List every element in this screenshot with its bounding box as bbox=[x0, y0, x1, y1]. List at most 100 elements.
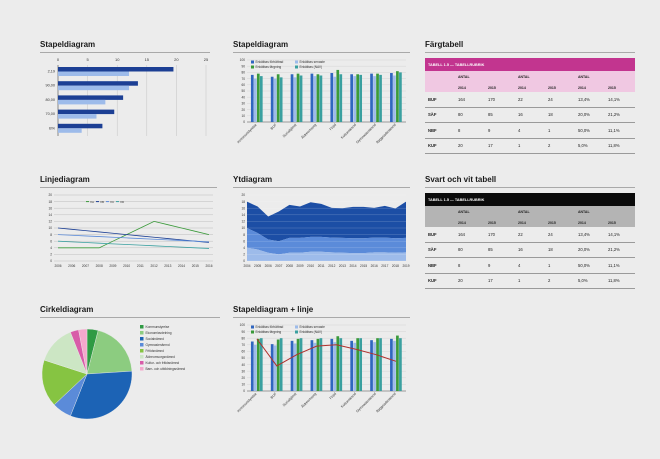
x-tick-label: 20 bbox=[174, 57, 179, 62]
y-tick-label: 90,00 bbox=[45, 84, 55, 88]
area-series bbox=[247, 201, 406, 242]
table-cell: 9 bbox=[485, 257, 515, 274]
y-tick-label: 80 bbox=[241, 336, 245, 340]
bar bbox=[58, 81, 138, 86]
legend-label: Kommunstyrelse bbox=[146, 325, 170, 329]
table-cell: 14,1% bbox=[605, 92, 635, 108]
y-tick-label: 8 bbox=[50, 233, 52, 237]
y-tick-label: 90 bbox=[241, 64, 245, 68]
y-tick-label: 18 bbox=[48, 200, 52, 204]
y-tick-label: 8 bbox=[243, 233, 245, 237]
bar bbox=[279, 77, 283, 122]
bar bbox=[350, 74, 354, 122]
bar bbox=[359, 74, 363, 122]
bar bbox=[256, 73, 260, 122]
y-tick-label: 0 bbox=[243, 389, 245, 393]
row-label: KUF bbox=[425, 273, 455, 289]
pie-chart: Kommunstyrelse Ekonomiavdelning Socialnämn… bbox=[41, 325, 185, 420]
bar bbox=[393, 340, 396, 391]
legend-label: Enkätbas (NAV) bbox=[300, 65, 323, 69]
bar bbox=[350, 340, 354, 391]
y-tick-label: 14 bbox=[241, 213, 245, 217]
table-banner: TABELL 1.5 — TABELLRUBRIK bbox=[425, 58, 635, 71]
table-cell: 9 bbox=[485, 122, 515, 139]
panel-title: Stapeldiagram + linje bbox=[233, 305, 314, 314]
y-tick-label: 0 bbox=[243, 259, 245, 263]
table-cell: 14,1% bbox=[605, 227, 635, 243]
legend-label: Fritidsnämnd bbox=[146, 349, 165, 353]
table-row: BUF 164 170 22 24 13,4% 14,1% bbox=[425, 227, 635, 243]
table-row: 2014 2015 2014 2015 2014 2015 bbox=[425, 83, 635, 92]
legend-swatch bbox=[140, 355, 144, 359]
table-cell: 4 bbox=[515, 257, 545, 274]
bar bbox=[359, 338, 363, 391]
x-tick-label: Kommunstyrelse bbox=[236, 392, 257, 413]
year-header: 2015 bbox=[545, 83, 575, 92]
group-header: ANTAL bbox=[575, 71, 635, 83]
table-cell: 11,1% bbox=[605, 257, 635, 274]
table-cell: 17 bbox=[485, 138, 515, 154]
bar bbox=[370, 73, 373, 122]
year-header: 2014 bbox=[575, 83, 605, 92]
table-row: NBF 8 9 4 1 50,0% 11,1% bbox=[425, 257, 635, 274]
panel-title: Ytdiagram bbox=[233, 175, 273, 184]
pie-slice bbox=[78, 328, 88, 375]
table-row: SÄF 80 85 16 18 20,0% 21,2% bbox=[425, 107, 635, 123]
legend-label: XB bbox=[100, 200, 104, 204]
year-header: 2015 bbox=[485, 83, 515, 92]
y-tick-label: 16 bbox=[48, 206, 52, 210]
table-cell: 24 bbox=[545, 92, 575, 108]
table-cell: 22 bbox=[515, 227, 545, 243]
bar bbox=[253, 344, 257, 391]
bar bbox=[370, 340, 373, 391]
x-tick-label: 2010 bbox=[123, 264, 130, 268]
title-rule bbox=[40, 187, 217, 188]
legend-label: Ekonomiavdelning bbox=[146, 331, 172, 335]
row-label: BUF bbox=[425, 227, 455, 243]
area-series bbox=[247, 247, 406, 261]
bar bbox=[270, 76, 274, 122]
row-label: NBF bbox=[425, 122, 455, 139]
bar bbox=[276, 74, 280, 122]
bar bbox=[373, 76, 376, 122]
bar bbox=[273, 345, 277, 391]
table-cell: 170 bbox=[485, 92, 515, 108]
table-cell: 85 bbox=[485, 107, 515, 123]
bar bbox=[250, 74, 254, 122]
bw-table: TABELL 1.5 — TABELLRUBRIK ANTAL ANTAL ANTAL… bbox=[425, 193, 635, 289]
table-cell: 5,0% bbox=[575, 273, 605, 289]
year-header: 2014 bbox=[455, 83, 485, 92]
table-cell: 1 bbox=[515, 138, 545, 154]
y-tick-label: 18 bbox=[241, 200, 245, 204]
table-row: 2014 2015 2014 2015 2014 2015 bbox=[425, 218, 635, 227]
title-rule bbox=[233, 52, 410, 53]
legend-label: Enkätbas förbättrad bbox=[256, 325, 284, 329]
row-label: KUF bbox=[425, 138, 455, 154]
bar bbox=[336, 69, 340, 122]
table-cell: 20,0% bbox=[575, 242, 605, 258]
bar bbox=[58, 114, 97, 119]
x-tick-label: 5 bbox=[86, 57, 89, 62]
table-cell: 170 bbox=[485, 227, 515, 243]
bar bbox=[290, 74, 294, 122]
legend-label: Socialnämnd bbox=[146, 337, 165, 341]
year-header: 2014 bbox=[575, 218, 605, 227]
bar bbox=[296, 73, 300, 122]
group-header: ANTAL bbox=[455, 71, 515, 83]
y-tick-label: 2 bbox=[243, 253, 245, 257]
panel-bw-table: Svart och vit tabell TABELL 1.5 — TABELL… bbox=[425, 175, 635, 289]
table-cell: 80 bbox=[455, 107, 485, 123]
x-tick-label: Socialtjänst bbox=[282, 392, 298, 408]
bar bbox=[333, 76, 337, 122]
row-label: SÄF bbox=[425, 107, 455, 123]
legend-swatch bbox=[295, 325, 298, 329]
legend-swatch bbox=[251, 330, 254, 334]
table-cell: 8 bbox=[455, 122, 485, 139]
panel-pie: Cirkeldiagram Kommunstyrelse Ekonomiavdel… bbox=[40, 305, 220, 425]
bar bbox=[379, 74, 382, 122]
trend-line bbox=[256, 338, 397, 367]
title-rule bbox=[233, 317, 410, 318]
table-cell: 22 bbox=[515, 92, 545, 108]
table-cell: 11,1% bbox=[605, 122, 635, 139]
bar bbox=[353, 342, 357, 391]
